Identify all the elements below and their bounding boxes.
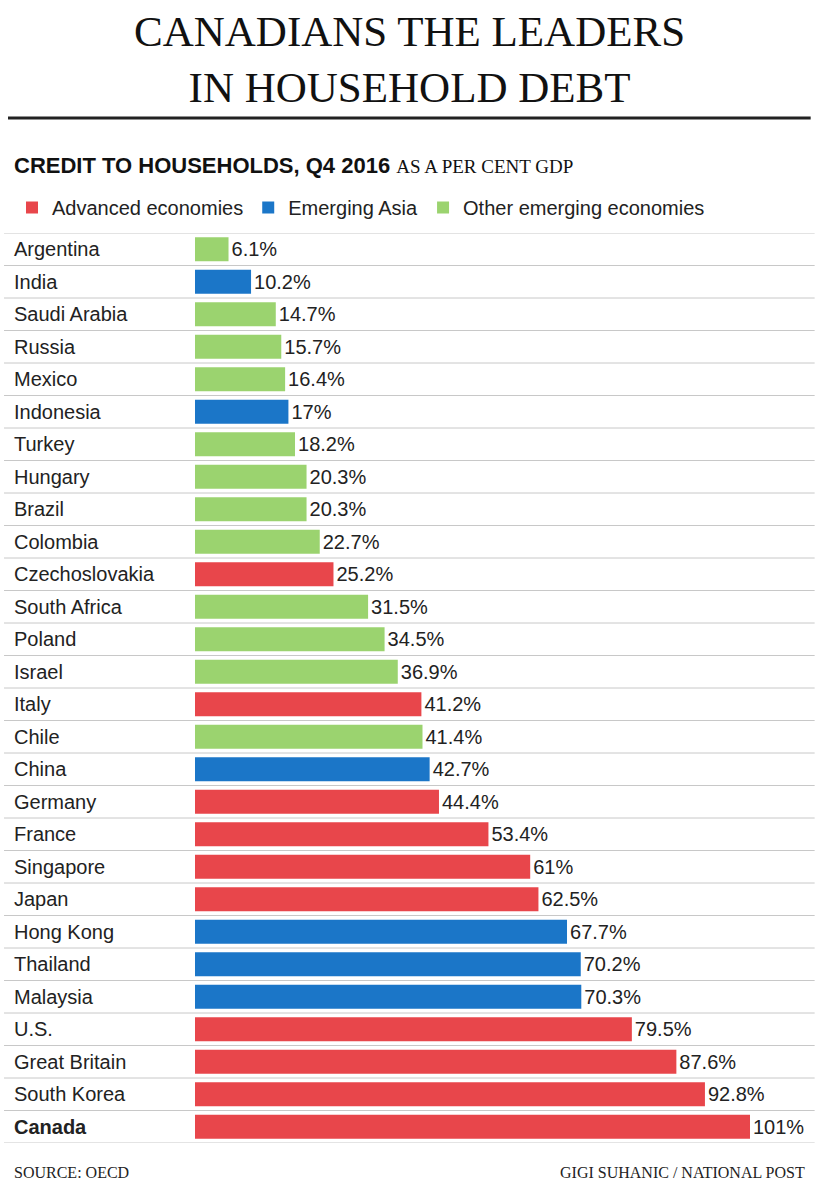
- svg-text:CREDIT TO HOUSEHOLDS, Q4 2016: CREDIT TO HOUSEHOLDS, Q4 2016 AS A PER C…: [14, 153, 573, 178]
- svg-text:India: India: [14, 271, 58, 293]
- svg-text:18.2%: 18.2%: [298, 433, 355, 455]
- svg-text:Turkey: Turkey: [14, 433, 74, 455]
- svg-text:70.2%: 70.2%: [584, 953, 641, 975]
- svg-text:Israel: Israel: [14, 661, 63, 683]
- svg-text:6.1%: 6.1%: [232, 238, 278, 260]
- svg-text:Saudi Arabia: Saudi Arabia: [14, 303, 128, 325]
- svg-text:25.2%: 25.2%: [336, 563, 393, 585]
- svg-text:44.4%: 44.4%: [442, 791, 499, 813]
- svg-text:62.5%: 62.5%: [541, 888, 598, 910]
- svg-text:Canada: Canada: [14, 1116, 87, 1138]
- svg-text:Other emerging economies: Other emerging economies: [463, 197, 704, 219]
- svg-text:Advanced economies: Advanced economies: [52, 197, 243, 219]
- svg-text:15.7%: 15.7%: [284, 336, 341, 358]
- svg-text:Mexico: Mexico: [14, 368, 77, 390]
- svg-text:Chile: Chile: [14, 726, 60, 748]
- svg-text:41.4%: 41.4%: [426, 726, 483, 748]
- svg-text:Malaysia: Malaysia: [14, 986, 94, 1008]
- svg-text:87.6%: 87.6%: [679, 1051, 736, 1073]
- svg-text:36.9%: 36.9%: [401, 661, 458, 683]
- svg-text:Indonesia: Indonesia: [14, 401, 102, 423]
- svg-text:42.7%: 42.7%: [433, 758, 490, 780]
- svg-text:41.2%: 41.2%: [424, 693, 481, 715]
- svg-text:Hungary: Hungary: [14, 466, 90, 488]
- svg-text:101%: 101%: [753, 1116, 804, 1138]
- svg-text:Czechoslovakia: Czechoslovakia: [14, 563, 155, 585]
- svg-text:Singapore: Singapore: [14, 856, 105, 878]
- svg-text:Hong Kong: Hong Kong: [14, 921, 114, 943]
- svg-text:10.2%: 10.2%: [254, 271, 311, 293]
- svg-text:Brazil: Brazil: [14, 498, 64, 520]
- svg-text:France: France: [14, 823, 76, 845]
- svg-text:20.3%: 20.3%: [310, 466, 367, 488]
- svg-text:Emerging Asia: Emerging Asia: [288, 197, 418, 219]
- svg-text:Japan: Japan: [14, 888, 69, 910]
- svg-text:Thailand: Thailand: [14, 953, 91, 975]
- svg-text:92.8%: 92.8%: [708, 1083, 765, 1105]
- svg-text:17%: 17%: [291, 401, 331, 423]
- svg-text:Germany: Germany: [14, 791, 96, 813]
- svg-text:GIGI SUHANIC / NATIONAL POST: GIGI SUHANIC / NATIONAL POST: [560, 1164, 805, 1181]
- svg-text:South Korea: South Korea: [14, 1083, 126, 1105]
- svg-text:SOURCE: OECD: SOURCE: OECD: [14, 1164, 129, 1181]
- svg-text:70.3%: 70.3%: [584, 986, 641, 1008]
- svg-text:67.7%: 67.7%: [570, 921, 627, 943]
- svg-text:16.4%: 16.4%: [288, 368, 345, 390]
- svg-text:CANADIANS THE LEADERSIN HOUSEH: CANADIANS THE LEADERSIN HOUSEHOLD DEBT: [134, 8, 685, 111]
- svg-text:14.7%: 14.7%: [279, 303, 336, 325]
- svg-text:22.7%: 22.7%: [323, 531, 380, 553]
- svg-text:Russia: Russia: [14, 336, 76, 358]
- svg-text:79.5%: 79.5%: [635, 1018, 692, 1040]
- svg-text:China: China: [14, 758, 67, 780]
- svg-text:Argentina: Argentina: [14, 238, 100, 260]
- svg-text:34.5%: 34.5%: [388, 628, 445, 650]
- svg-text:Colombia: Colombia: [14, 531, 99, 553]
- svg-text:53.4%: 53.4%: [491, 823, 548, 845]
- svg-text:61%: 61%: [533, 856, 573, 878]
- svg-text:Italy: Italy: [14, 693, 51, 715]
- svg-text:Great Britain: Great Britain: [14, 1051, 126, 1073]
- svg-text:South Africa: South Africa: [14, 596, 123, 618]
- svg-text:U.S.: U.S.: [14, 1018, 53, 1040]
- svg-text:31.5%: 31.5%: [371, 596, 428, 618]
- svg-text:20.3%: 20.3%: [310, 498, 367, 520]
- svg-text:Poland: Poland: [14, 628, 76, 650]
